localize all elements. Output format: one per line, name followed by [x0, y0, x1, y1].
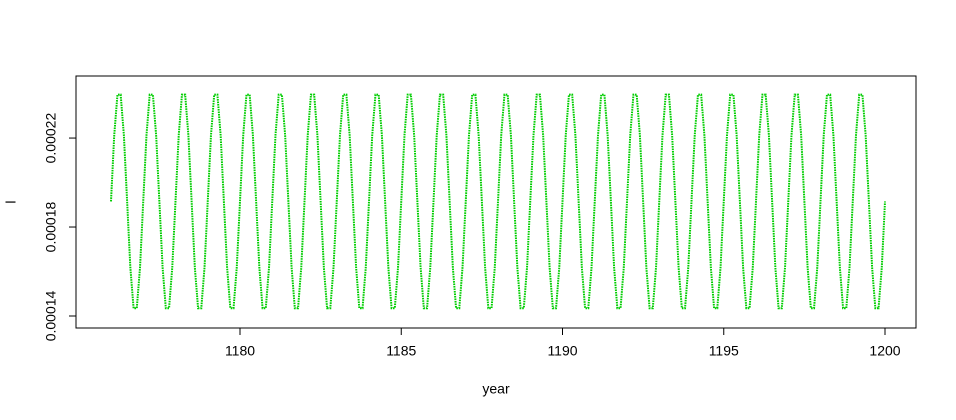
data-line [109, 93, 887, 310]
x-tick-label: 1200 [869, 343, 900, 359]
x-tick-label: 1190 [547, 343, 577, 359]
x-tick-label: 1180 [225, 343, 255, 359]
y-tick-label: 0.00014 [43, 290, 59, 341]
y-axis-label: l [3, 200, 19, 203]
x-tick-label: 1195 [709, 343, 739, 359]
y-tick-label: 0.00018 [43, 202, 59, 253]
x-axis-label: year [482, 381, 510, 397]
x-tick-label: 1185 [386, 343, 416, 359]
y-tick-label: 0.00022 [43, 113, 59, 164]
